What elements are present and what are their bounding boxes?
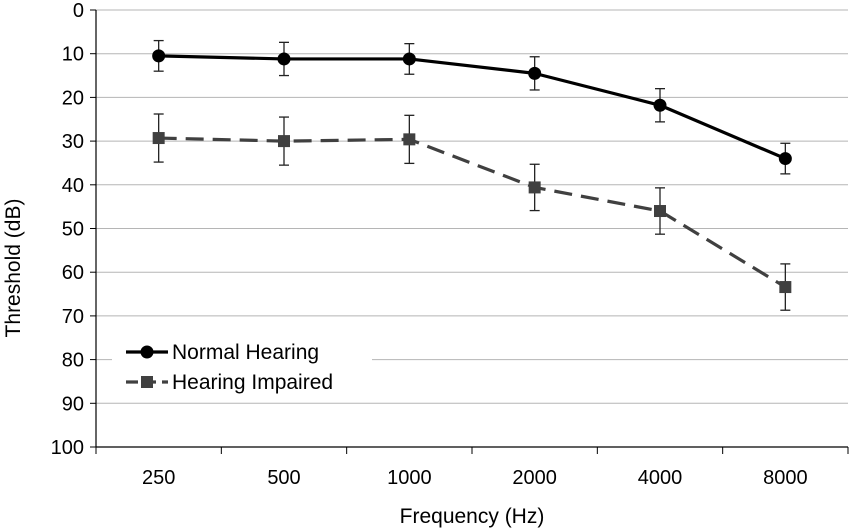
x-axis-title: Frequency (Hz) — [400, 505, 545, 528]
y-tick-label: 70 — [62, 306, 84, 328]
legend: Normal Hearing Hearing Impaired — [112, 333, 372, 399]
x-tick-label: 1000 — [387, 467, 432, 489]
legend-entry: Normal Hearing — [126, 341, 319, 364]
y-axis-title: Threshold (dB) — [2, 199, 25, 338]
data-point — [402, 52, 416, 66]
data-point — [528, 181, 541, 194]
legend-marker — [141, 376, 153, 388]
series — [152, 39, 792, 311]
x-tick-label: 500 — [267, 467, 300, 489]
series-hearing-impaired — [152, 113, 792, 311]
data-point — [152, 132, 165, 145]
legend-marker — [140, 345, 154, 359]
legend-box — [112, 333, 372, 399]
y-tick-label: 100 — [51, 437, 84, 459]
y-tick-label: 20 — [62, 87, 84, 109]
axes: 0 10 20 30 40 50 60 70 80 90 100 250 500 1000 2000 4000… — [51, 0, 849, 489]
y-tick-label: 10 — [62, 44, 84, 66]
x-tick-label: 4000 — [638, 467, 683, 489]
legend-entry: Hearing Impaired — [126, 371, 333, 394]
data-point — [778, 152, 792, 166]
y-tick-label: 60 — [62, 262, 84, 284]
legend-label: Normal Hearing — [172, 341, 319, 364]
data-point — [528, 66, 542, 80]
data-point — [653, 98, 667, 112]
y-tick-label: 0 — [73, 0, 84, 22]
data-point — [779, 281, 792, 294]
x-tick-label: 250 — [142, 467, 175, 489]
series-line — [158, 136, 787, 289]
x-tick-label: 2000 — [512, 467, 557, 489]
data-point — [403, 133, 416, 146]
y-tick-label: 90 — [62, 393, 84, 415]
series-line — [158, 54, 786, 161]
series-normal-hearing — [152, 39, 792, 175]
data-point — [278, 135, 290, 148]
y-tick-label: 40 — [62, 175, 84, 197]
x-tick-label: 8000 — [763, 467, 808, 489]
data-point — [654, 205, 666, 218]
data-point — [277, 52, 291, 66]
data-point — [152, 49, 166, 63]
y-tick-label: 80 — [62, 350, 84, 372]
y-tick-label: 30 — [62, 131, 84, 153]
legend-label: Hearing Impaired — [172, 371, 333, 394]
y-tick-label: 50 — [62, 219, 84, 241]
